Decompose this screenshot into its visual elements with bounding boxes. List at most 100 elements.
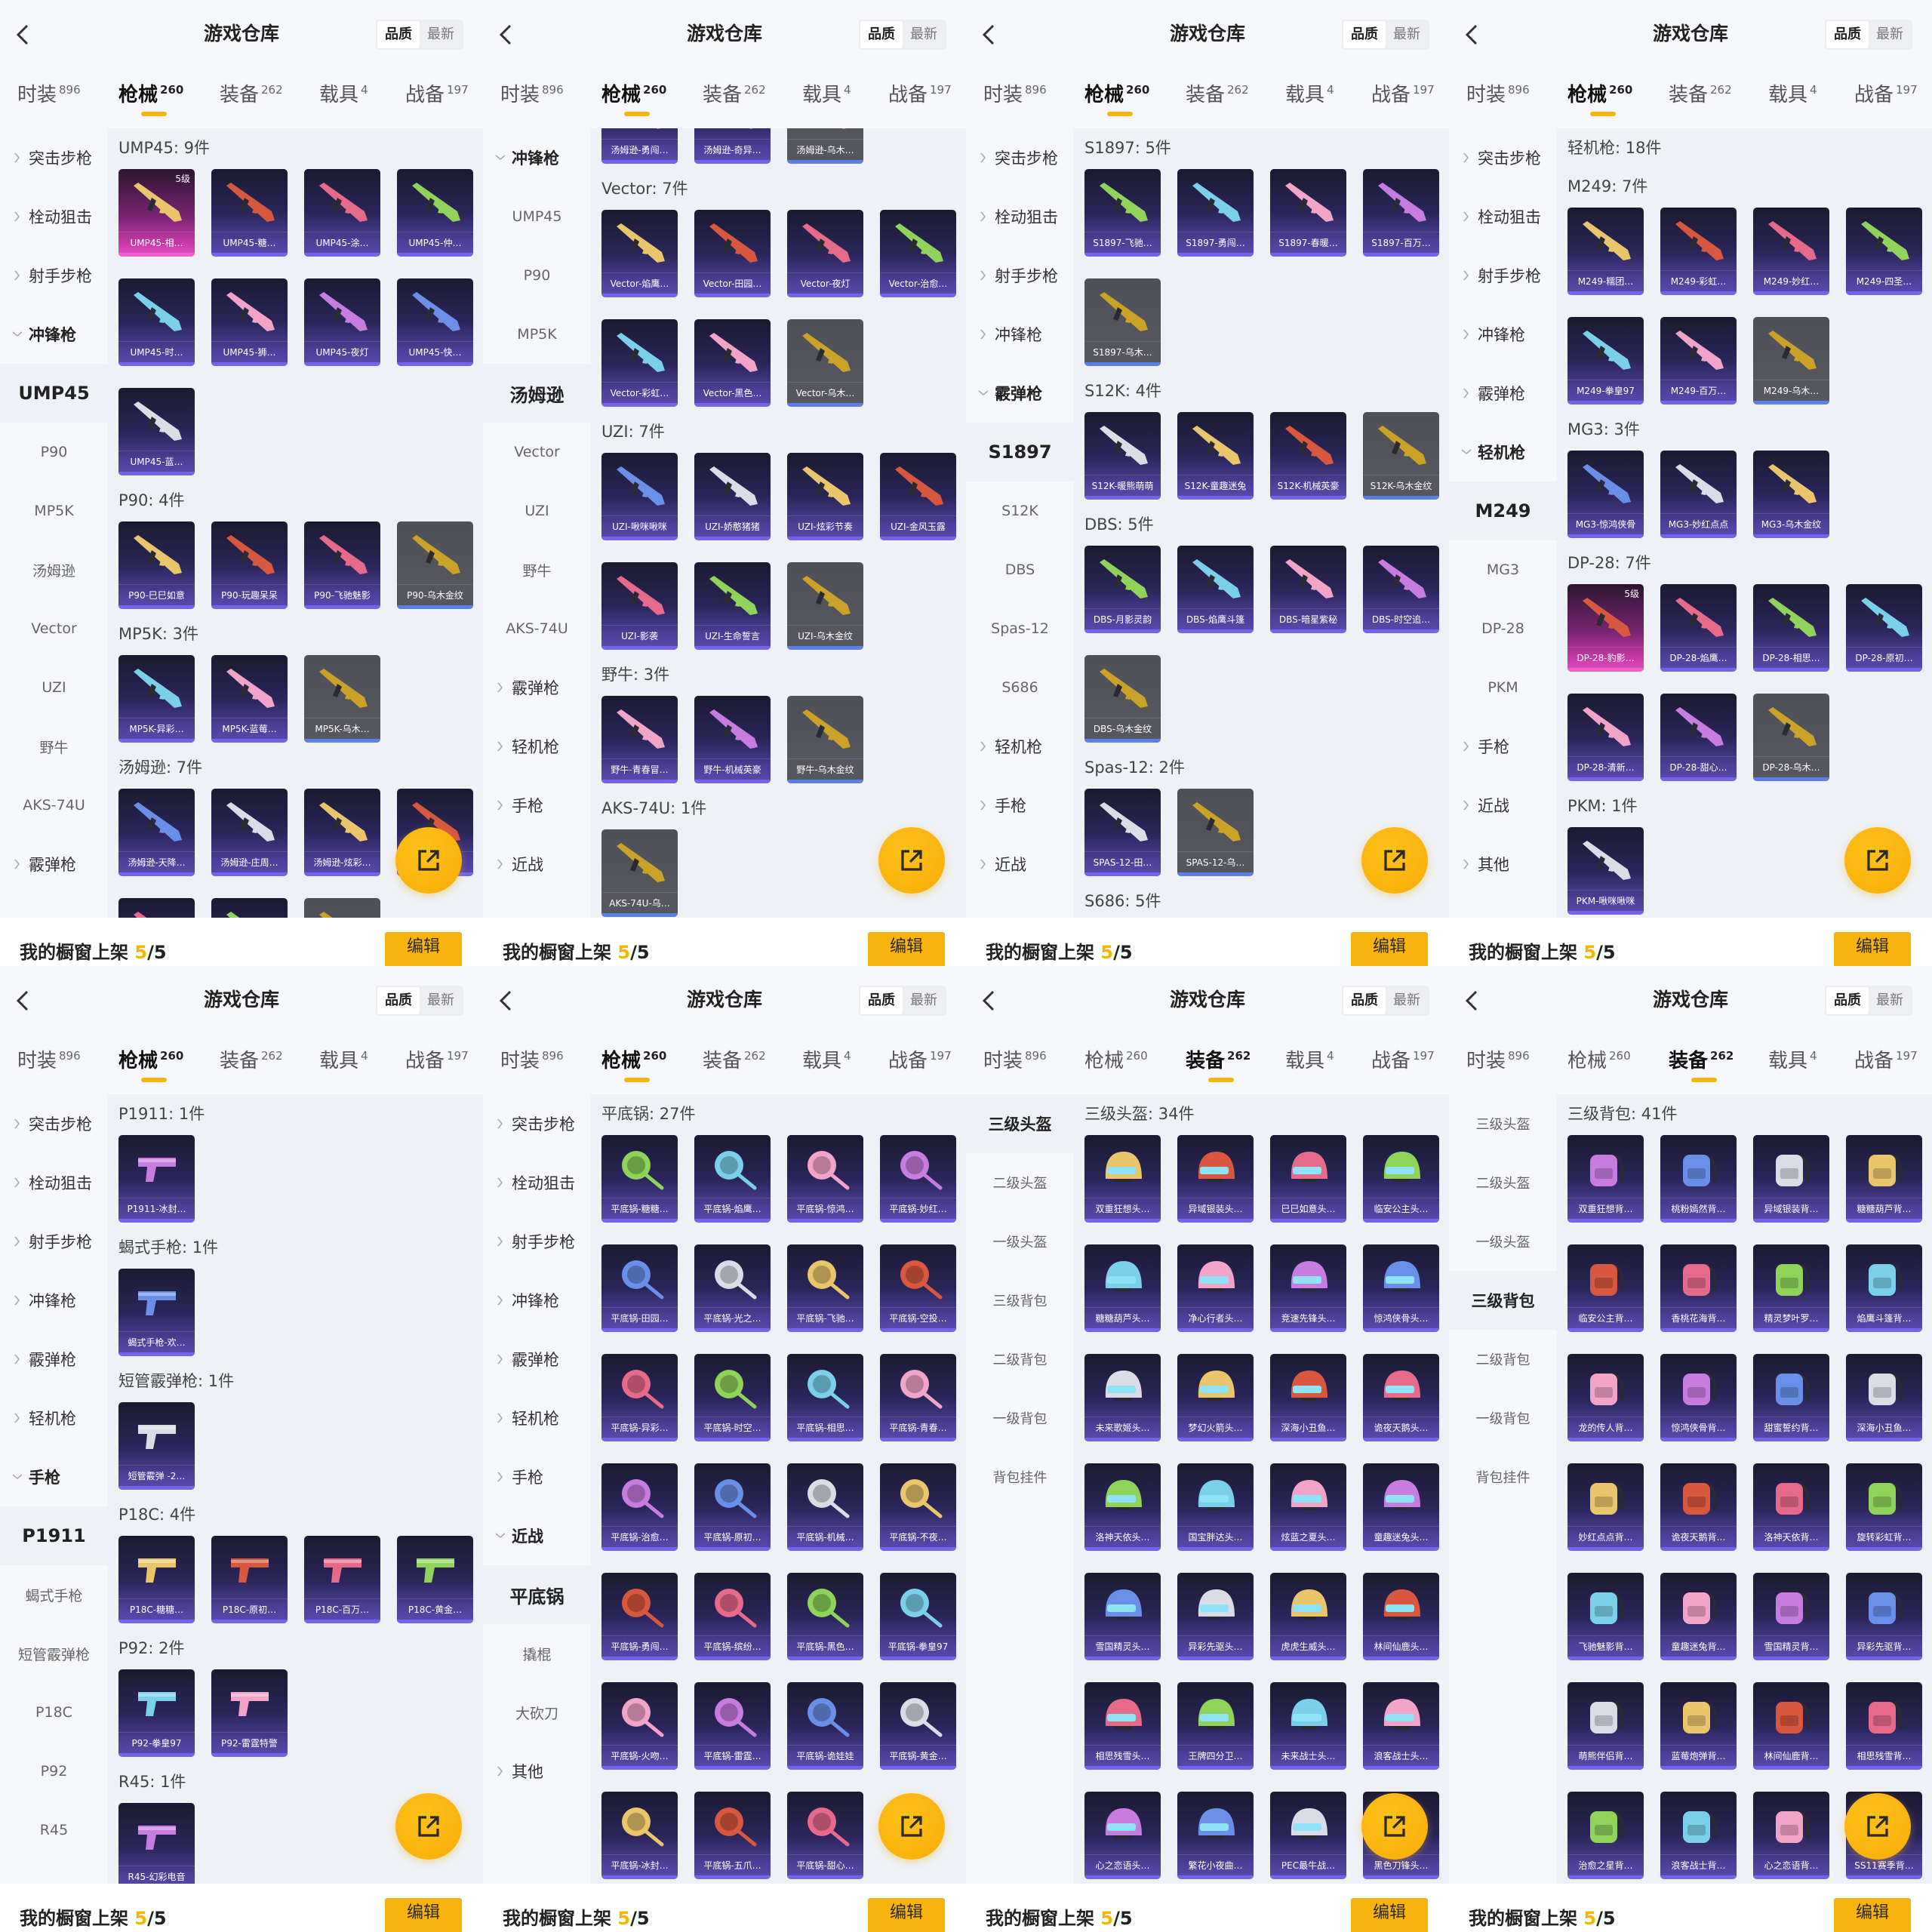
item-card[interactable]: 深海小丑鱼… (1270, 1354, 1346, 1441)
sort-newest[interactable]: 最新 (427, 26, 454, 42)
item-card[interactable]: M249-糯团… (1567, 208, 1644, 295)
sidebar-item[interactable]: M249 (1449, 481, 1557, 540)
item-card[interactable]: S12K-机械英豪 (1270, 412, 1346, 500)
item-card[interactable]: 惊鸿侠骨背… (1660, 1354, 1737, 1441)
item-card[interactable]: UMP45-夜灯 (304, 278, 380, 366)
item-card[interactable]: P92-拳皇97 (118, 1669, 195, 1757)
edit-button[interactable]: 编辑 (385, 932, 462, 966)
item-card[interactable]: 糖糖葫芦头… (1084, 1244, 1161, 1332)
item-card[interactable]: 汤姆逊-奇异… (694, 128, 771, 164)
sidebar-item[interactable]: 其他 (1449, 835, 1557, 894)
sidebar-item[interactable]: 霰弹枪 (483, 1330, 591, 1389)
sidebar-item[interactable]: 栓动狙击 (966, 187, 1074, 246)
item-card[interactable]: UMP45-仲… (397, 169, 473, 257)
sort-newest[interactable]: 最新 (1876, 26, 1903, 42)
item-card[interactable]: Vector-彩虹… (601, 319, 678, 407)
item-card[interactable] (304, 898, 380, 918)
item-card[interactable]: UMP45-糖… (211, 169, 288, 257)
sidebar-item[interactable]: P18C (0, 1683, 108, 1742)
sort-newest[interactable]: 最新 (1393, 26, 1420, 42)
item-card[interactable]: 诡夜天鹅头… (1363, 1354, 1439, 1441)
edit-button[interactable]: 编辑 (1834, 932, 1911, 966)
item-card[interactable]: PEC最牛战… (1270, 1792, 1346, 1879)
sidebar-item[interactable]: 手枪 (483, 1447, 591, 1506)
tab-equipment[interactable]: 装备 262 (1186, 80, 1249, 110)
item-card[interactable]: AKS-74U-乌… (601, 829, 678, 917)
item-card[interactable] (118, 898, 195, 918)
edit-button[interactable]: 编辑 (1834, 1898, 1911, 1932)
item-card[interactable]: 汤姆逊-天降… (118, 789, 195, 876)
tab-firearms[interactable]: 枪械 260 (601, 80, 666, 116)
sidebar-item[interactable]: MP5K (0, 481, 108, 540)
tab-vehicles[interactable]: 载具 4 (802, 1046, 851, 1076)
sidebar-item[interactable]: 轻机枪 (483, 1389, 591, 1447)
sidebar-item[interactable]: 三级背包 (1449, 1271, 1557, 1330)
item-card[interactable]: 惊鸿侠骨头… (1363, 1244, 1439, 1332)
item-card[interactable]: 治愈之星背… (1567, 1792, 1644, 1879)
item-card[interactable]: DP-28-清新… (1567, 694, 1644, 781)
edit-button[interactable]: 编辑 (1351, 1898, 1428, 1932)
item-card[interactable]: MP5K-乌木… (304, 655, 380, 743)
sidebar-item[interactable]: AKS-74U (483, 599, 591, 658)
sidebar-item[interactable]: 撬棍 (483, 1624, 591, 1683)
sidebar-item[interactable]: 二级背包 (1449, 1330, 1557, 1389)
sidebar-item[interactable]: 大砍刀 (483, 1683, 591, 1742)
tab-firearms[interactable]: 枪械 260 (118, 1046, 183, 1082)
tab-equipment[interactable]: 装备 262 (703, 1046, 766, 1076)
item-card[interactable]: UMP45-时… (118, 278, 195, 366)
share-button[interactable] (1361, 827, 1428, 894)
item-card[interactable]: 异彩先驱背… (1846, 1573, 1922, 1660)
back-button[interactable] (977, 21, 1002, 48)
item-card[interactable]: 短管霰弹 -2… (118, 1402, 195, 1490)
item-card[interactable] (211, 898, 288, 918)
item-card[interactable]: 汤姆逊-乌木… (787, 128, 863, 164)
sidebar-item[interactable]: AKS-74U (0, 776, 108, 835)
tab-fashion[interactable]: 时装 896 (983, 80, 1047, 110)
sidebar-item[interactable]: 轻机枪 (966, 717, 1074, 776)
item-card[interactable]: 野牛-青春冒… (601, 696, 678, 783)
item-card[interactable]: R45-幻彩电音 (118, 1803, 195, 1884)
item-card[interactable]: 平底锅-飞驰… (787, 1244, 863, 1332)
sidebar-item[interactable]: 突击步枪 (0, 128, 108, 187)
item-card[interactable]: S1897-飞驰… (1084, 169, 1161, 257)
item-card[interactable]: S1897-勇闯… (1177, 169, 1254, 257)
item-card[interactable]: 浪客战士背… (1660, 1792, 1737, 1879)
sort-quality[interactable]: 品质 (1826, 987, 1869, 1014)
item-card[interactable]: 平底锅-妙红… (880, 1135, 956, 1223)
item-card[interactable]: M249-百万… (1660, 317, 1737, 405)
item-card[interactable]: 平底锅-雷霆… (694, 1682, 771, 1770)
sort-newest[interactable]: 最新 (910, 992, 937, 1008)
item-card[interactable]: P18C-百万… (304, 1536, 380, 1623)
sidebar-item[interactable]: 二级背包 (966, 1330, 1074, 1389)
sidebar-item[interactable]: PKM (1449, 658, 1557, 717)
sidebar-item[interactable]: 霰弹枪 (1449, 364, 1557, 423)
sidebar-item[interactable]: UZI (483, 481, 591, 540)
item-card[interactable]: 相思残雪头… (1084, 1682, 1161, 1770)
item-card[interactable]: 平底锅-甜心… (787, 1792, 863, 1879)
share-button[interactable] (1844, 827, 1911, 894)
item-card[interactable]: 心之恋语背… (1753, 1792, 1829, 1879)
tab-supplies[interactable]: 战备 197 (1371, 1046, 1435, 1076)
item-card[interactable]: 洛神天依头… (1084, 1463, 1161, 1551)
tab-vehicles[interactable]: 载具 4 (1768, 80, 1817, 110)
share-button[interactable] (1844, 1793, 1911, 1860)
sidebar-item[interactable]: 近战 (1449, 776, 1557, 835)
item-card[interactable]: DBS-暗星紫秘 (1270, 546, 1346, 633)
item-card[interactable]: 旋转彩虹背… (1846, 1463, 1922, 1551)
sort-toggle[interactable]: 品质 最新 (376, 20, 463, 50)
tab-equipment[interactable]: 装备 262 (1186, 1046, 1251, 1082)
sidebar-item[interactable]: 三级头盔 (1449, 1094, 1557, 1153)
back-button[interactable] (1460, 987, 1485, 1014)
sidebar-item[interactable]: 二级头盔 (966, 1153, 1074, 1212)
sidebar-item[interactable]: 三级头盔 (966, 1094, 1074, 1153)
item-list[interactable]: 轻机枪: 18件 M249: 7件 M249-糯团… M249-彩虹… M249-妙红…… (1557, 128, 1932, 918)
item-card[interactable]: 平底锅-黄金… (880, 1682, 956, 1770)
item-card[interactable]: 平底锅-异彩… (601, 1354, 678, 1441)
item-card[interactable]: P90-巳巳如意 (118, 521, 195, 609)
sidebar-item[interactable]: 汤姆逊 (0, 540, 108, 599)
item-card[interactable]: 双重狂想头… (1084, 1135, 1161, 1223)
tab-equipment[interactable]: 装备 262 (1669, 80, 1732, 110)
item-card[interactable]: S1897-百万… (1363, 169, 1439, 257)
item-card[interactable]: DP-28-乌木… (1753, 694, 1829, 781)
sidebar-item[interactable]: 射手步枪 (966, 246, 1074, 305)
